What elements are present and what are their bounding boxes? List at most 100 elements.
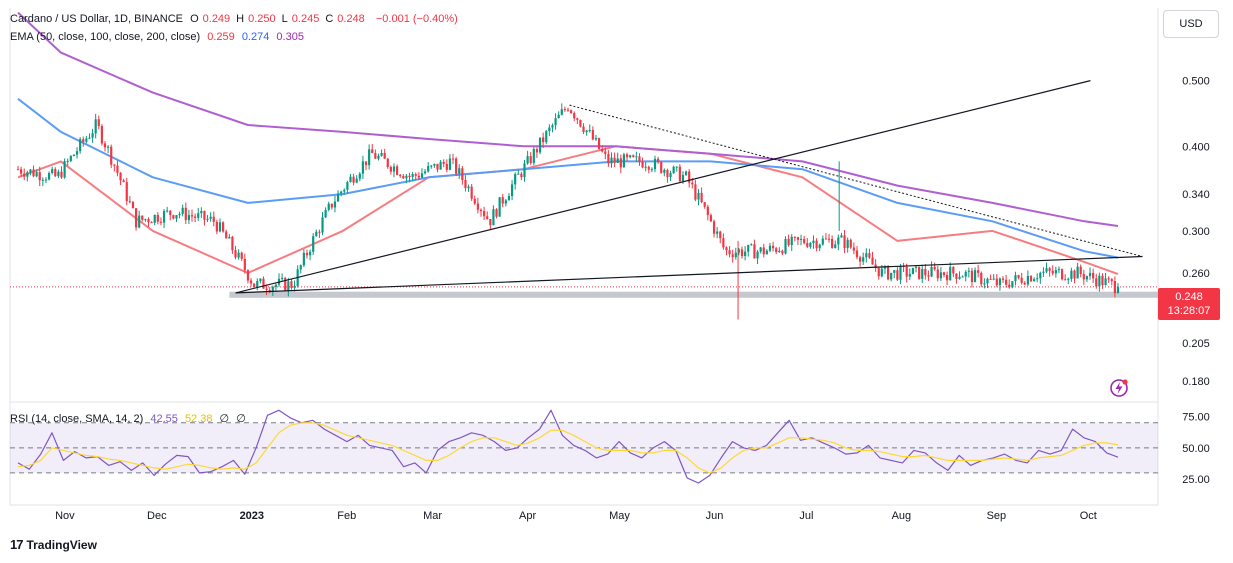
candle xyxy=(355,178,358,183)
candle xyxy=(265,288,268,291)
candle xyxy=(414,174,417,176)
candle xyxy=(29,169,32,173)
candle xyxy=(744,251,747,257)
candle xyxy=(243,258,246,271)
candle xyxy=(759,247,762,252)
candle xyxy=(94,119,97,134)
time-tick-label: Jul xyxy=(799,510,813,522)
candle xyxy=(162,211,166,223)
candle xyxy=(358,173,361,179)
candle xyxy=(54,169,57,177)
candle xyxy=(790,236,793,246)
candle xyxy=(523,163,526,178)
candle xyxy=(88,137,91,139)
candle xyxy=(952,267,955,274)
candle xyxy=(852,247,855,251)
currency-button[interactable]: USD xyxy=(1163,10,1219,38)
candle xyxy=(473,198,476,204)
candle xyxy=(762,247,765,255)
candle xyxy=(1054,270,1057,274)
candle xyxy=(85,138,88,142)
candle xyxy=(1048,268,1051,271)
rsi-extra-2: ∅ xyxy=(236,413,246,425)
candle xyxy=(308,251,312,256)
candle xyxy=(653,158,657,170)
candle xyxy=(846,239,849,248)
candle xyxy=(417,175,420,178)
candle xyxy=(936,269,939,279)
candle xyxy=(563,109,566,111)
candle xyxy=(691,182,694,185)
ema100-line xyxy=(17,98,1119,259)
candle xyxy=(716,231,719,234)
candle xyxy=(35,172,38,177)
candle xyxy=(178,213,181,216)
candle xyxy=(1064,279,1067,281)
candle xyxy=(983,283,986,285)
candle xyxy=(980,272,983,285)
candle xyxy=(939,272,942,279)
candle xyxy=(237,252,240,258)
price-tick-label: 0.260 xyxy=(1182,268,1210,280)
trendline[interactable] xyxy=(235,255,1143,294)
candle xyxy=(343,189,346,192)
ema200-line xyxy=(17,11,1119,227)
candle xyxy=(868,253,871,258)
candle xyxy=(756,251,759,259)
candle xyxy=(728,250,731,255)
close-value: 0.248 xyxy=(337,13,365,25)
candle xyxy=(616,158,619,163)
candle xyxy=(722,238,725,248)
ohlc-values: O 0.249 H 0.250 L 0.245 C 0.248 xyxy=(190,13,369,25)
candle xyxy=(641,161,644,168)
candle xyxy=(374,153,377,159)
candle xyxy=(63,161,66,178)
candle xyxy=(582,126,585,133)
candle xyxy=(470,186,473,199)
candle xyxy=(262,278,265,289)
candle xyxy=(386,158,389,167)
candle xyxy=(896,270,899,280)
candle xyxy=(147,219,150,223)
candle xyxy=(44,179,48,181)
flash-icon[interactable] xyxy=(1108,377,1130,399)
candle xyxy=(908,274,911,277)
candle xyxy=(420,173,424,178)
candle xyxy=(625,154,629,158)
candle xyxy=(293,285,296,288)
candle xyxy=(834,244,837,248)
candle xyxy=(712,221,716,234)
candle xyxy=(72,154,76,156)
candle xyxy=(622,154,626,168)
candle xyxy=(380,152,383,156)
candle xyxy=(998,278,1002,286)
candle xyxy=(169,210,172,216)
candle xyxy=(442,161,445,164)
candle xyxy=(865,253,868,258)
candle xyxy=(231,236,234,251)
candle xyxy=(1076,266,1079,279)
candle xyxy=(1079,266,1082,274)
trendline[interactable] xyxy=(569,104,1143,257)
tradingview-logo[interactable]: 17 TradingView xyxy=(10,537,97,552)
candle xyxy=(122,180,125,183)
candle xyxy=(893,270,896,273)
candle xyxy=(346,181,349,190)
low-label: L xyxy=(281,13,288,25)
candle xyxy=(274,284,278,287)
candle xyxy=(175,215,178,219)
candle xyxy=(402,175,405,179)
candle xyxy=(1113,281,1116,293)
candle xyxy=(1011,281,1014,288)
trendline[interactable] xyxy=(235,80,1091,294)
candle xyxy=(1085,276,1089,280)
candle xyxy=(765,250,768,255)
candle xyxy=(551,125,554,128)
candle xyxy=(883,266,887,269)
candle xyxy=(815,240,818,249)
candle xyxy=(607,154,610,164)
candle xyxy=(840,235,843,238)
candle xyxy=(128,201,131,203)
time-tick-label: Aug xyxy=(892,510,912,522)
